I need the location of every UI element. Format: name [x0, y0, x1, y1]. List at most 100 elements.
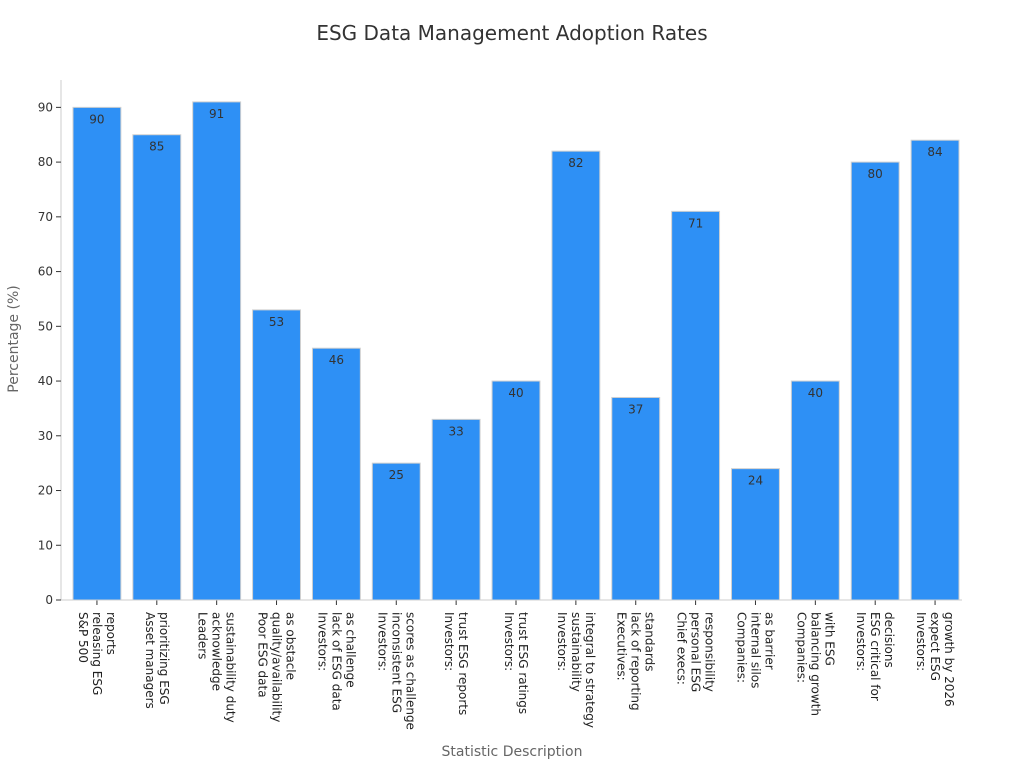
x-tick-label-line: responsibility [703, 612, 717, 692]
x-tick-label-line: standards [643, 612, 657, 671]
y-axis-title: Percentage (%) [6, 285, 22, 392]
x-tick-label: Investors: inconsistent ESG scores as chal… [375, 612, 417, 730]
x-axis-title: Statistic Description [442, 744, 583, 760]
data-label: 90 [89, 112, 104, 126]
x-tick-label-line: integral to strategy [583, 612, 597, 728]
bar [311, 347, 361, 601]
x-tick-label-line: Investors: [442, 612, 456, 671]
y-tick-label: 20 [38, 484, 53, 498]
data-label: 71 [688, 216, 703, 230]
bar [192, 101, 242, 601]
data-label: 80 [868, 167, 883, 181]
x-tick-label: Poor ESG data quality/availability as obst… [256, 612, 298, 722]
x-tick-label-line: inconsistent ESG [389, 612, 403, 713]
data-label: 40 [808, 386, 823, 400]
x-tick-label-line: Chief execs: [675, 612, 689, 685]
x-tick-label-line: sustainability [569, 612, 583, 692]
x-tick-label-line: Investors: [375, 612, 389, 671]
x-tick-label-line: Investors: [315, 612, 329, 671]
x-tick-label: Companies: internal silos as barrier [734, 612, 776, 688]
x-tick-label-line: quality/availability [270, 612, 284, 722]
x-tick-label-line: trust ESG reports [456, 612, 470, 715]
y-tick-label: 40 [38, 374, 53, 388]
data-label: 82 [568, 156, 583, 170]
x-tick-label-line: internal silos [748, 612, 762, 688]
data-label: 53 [269, 315, 284, 329]
x-tick-label-line: Poor ESG data [256, 612, 270, 698]
bar [611, 396, 661, 601]
x-tick-label-line: sustainability duty [224, 612, 238, 723]
x-tick-label-line: as challenge [343, 612, 357, 688]
data-label: 33 [448, 424, 463, 438]
x-tick-label-line: Executives: [615, 612, 629, 681]
x-tick-label-line: S&P 500 [76, 612, 90, 663]
x-tick-label-line: reports [104, 612, 118, 655]
bar [132, 134, 182, 601]
x-tick-label-line: balancing growth [808, 612, 822, 716]
x-tick-label-line: decisions [882, 612, 896, 668]
x-tick-label-line: trust ESG ratings [516, 612, 530, 714]
bar [910, 139, 960, 601]
data-label: 25 [389, 468, 404, 482]
x-tick-label-line: Leaders [196, 612, 210, 659]
x-tick-label-line: releasing ESG [90, 612, 104, 695]
bar [850, 161, 900, 601]
x-tick-label-line: Investors: [555, 612, 569, 671]
x-tick-label-line: expect ESG [928, 612, 942, 681]
data-label: 85 [149, 140, 164, 154]
x-tick-label: Investors: sustainability integral to stra… [555, 612, 597, 728]
x-tick-label: Asset managers prioritizing ESG [143, 612, 171, 709]
x-tick-label: Executives: lack of reporting standards [615, 612, 657, 711]
data-label: 84 [927, 145, 942, 159]
x-tick-label-line: lack of ESG data [329, 612, 343, 711]
x-tick-label-line: as barrier [762, 612, 776, 670]
y-tick-label: 90 [38, 100, 53, 114]
x-tick-label-line: as obstacle [284, 612, 298, 680]
x-tick-label-line: Companies: [794, 612, 808, 683]
data-label: 46 [329, 353, 344, 367]
bars-group [72, 101, 960, 601]
x-tick-label: Investors: lack of ESG data as challenge [315, 612, 357, 711]
x-tick-label-line: lack of reporting [629, 612, 643, 711]
x-tick-label: Chief execs: personal ESG responsibility [675, 612, 717, 692]
bar [551, 150, 601, 601]
x-tick-label-line: Companies: [734, 612, 748, 683]
data-labels-group: 90 85 91 53 46 25 33 40 82 37 71 24 40 80 84 [89, 107, 942, 488]
x-tick-label: Investors: expect ESG growth by 2026 [914, 612, 956, 707]
x-tick-label-line: ESG critical for [868, 612, 882, 701]
y-tick-label: 60 [38, 265, 53, 279]
y-tick-label: 80 [38, 155, 53, 169]
bar [431, 418, 481, 601]
x-tick-label-line: prioritizing ESG [157, 612, 171, 705]
x-tick-label: S&P 500 releasing ESG reports [76, 612, 118, 695]
y-tick-label: 70 [38, 210, 53, 224]
x-tick-label: Investors: ESG critical for decisions [854, 612, 896, 701]
x-tick-label-line: Asset managers [143, 612, 157, 709]
x-tick-label-line: acknowledge [210, 612, 224, 691]
x-tick-label: Investors: trust ESG ratings [502, 612, 530, 714]
bar [491, 380, 541, 601]
x-tick-label-line: Investors: [854, 612, 868, 671]
y-tick-label: 30 [38, 429, 53, 443]
bar [671, 210, 721, 601]
x-tick-label-line: with ESG [822, 612, 836, 666]
x-tick-label-line: personal ESG [689, 612, 703, 692]
x-tick-label-line: scores as challenge [403, 612, 417, 730]
bar [252, 309, 301, 601]
data-label: 24 [748, 474, 763, 488]
data-label: 37 [628, 402, 643, 416]
y-tick-label: 10 [38, 538, 53, 552]
y-tick-label: 50 [38, 319, 53, 333]
chart-title: ESG Data Management Adoption Rates [316, 21, 707, 45]
bar [371, 462, 421, 601]
x-tick-label-line: Investors: [914, 612, 928, 671]
bar [790, 380, 840, 601]
x-tick-label-line: Investors: [502, 612, 516, 671]
y-tick-label: 0 [45, 593, 53, 607]
data-label: 40 [508, 386, 523, 400]
category-labels-group: S&P 500 releasing ESG reports Asset manager… [76, 612, 956, 730]
bar [731, 468, 780, 601]
x-tick-label: Investors: trust ESG reports [442, 612, 470, 715]
